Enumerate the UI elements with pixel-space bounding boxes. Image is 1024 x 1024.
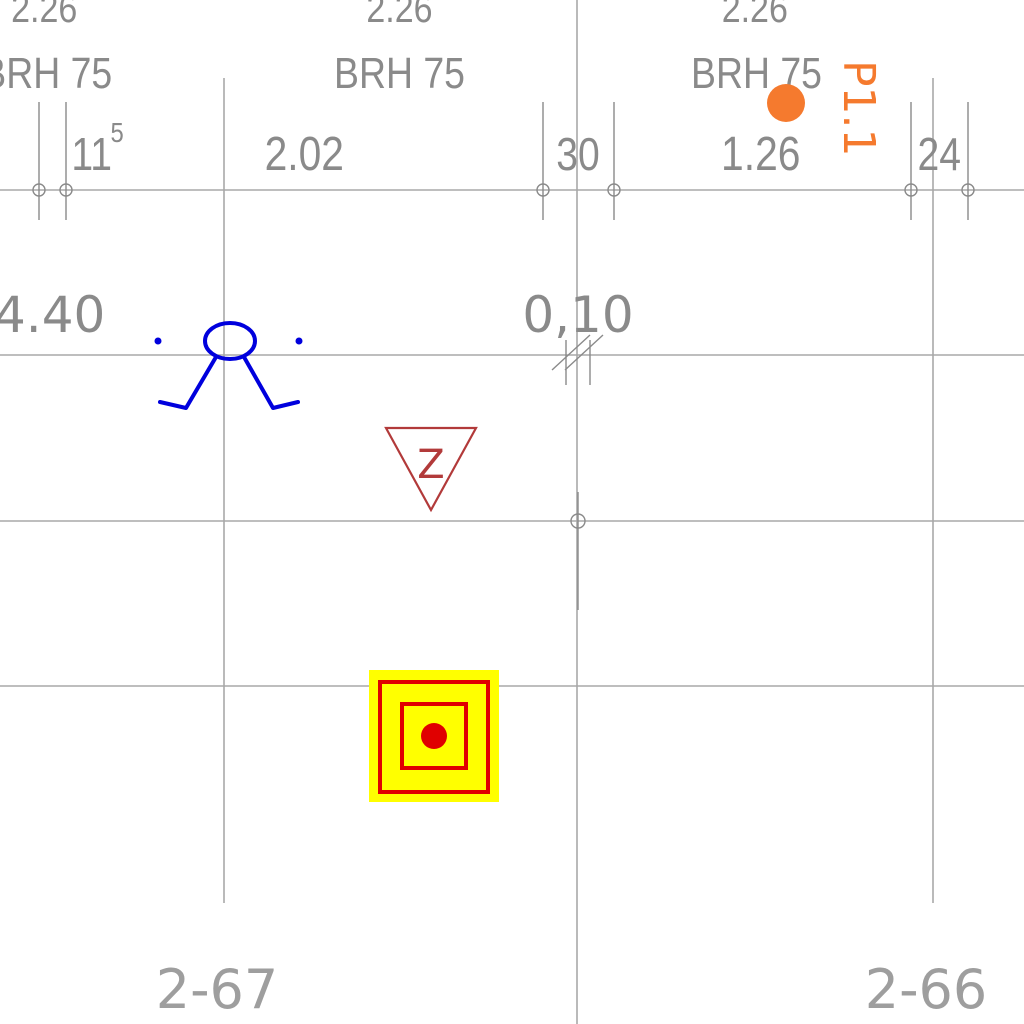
dim-top-right: 2.26 bbox=[722, 0, 788, 31]
triangle-z-icon: Z bbox=[384, 426, 478, 513]
dim-top-mid: 2.26 bbox=[366, 0, 432, 31]
dim-4-40: 4.40 bbox=[0, 286, 105, 344]
triangle-letter: Z bbox=[417, 442, 444, 488]
dim-0-10: 0,10 bbox=[522, 286, 633, 344]
dim-1-26: 1.26 bbox=[721, 128, 800, 181]
dim-11-superscript: 5 bbox=[111, 116, 124, 148]
dim-top-left: 2.26 bbox=[11, 0, 77, 31]
point-label: P1.1 bbox=[833, 60, 884, 157]
point-marker: P1.1 bbox=[767, 60, 884, 157]
dim-24: 24 bbox=[918, 129, 961, 181]
square-target-icon bbox=[369, 670, 499, 802]
dim-30: 30 bbox=[556, 129, 599, 181]
segment-dimension-labels: 11 5 2.02 30 1.26 24 bbox=[71, 116, 961, 181]
dim-11: 11 bbox=[71, 129, 112, 181]
brh-right: BRH 75 bbox=[691, 48, 822, 98]
dimension-ticks bbox=[32, 102, 975, 610]
axis-label-left: 2-67 bbox=[156, 958, 279, 1021]
axis-label-right: 2-66 bbox=[865, 958, 988, 1021]
dim-2-02: 2.02 bbox=[265, 128, 344, 181]
orange-point-icon bbox=[767, 84, 805, 122]
top-dimension-labels: 2.26 2.26 2.26 BRH 75 BRH 75 BRH 75 bbox=[0, 0, 822, 98]
axis-labels: 2-67 2-66 bbox=[156, 958, 988, 1021]
brh-mid: BRH 75 bbox=[334, 48, 465, 98]
brh-left: BRH 75 bbox=[0, 48, 112, 98]
person-symbol-icon bbox=[154, 321, 303, 410]
row-dimension-labels: 4.40 0,10 bbox=[0, 286, 634, 344]
